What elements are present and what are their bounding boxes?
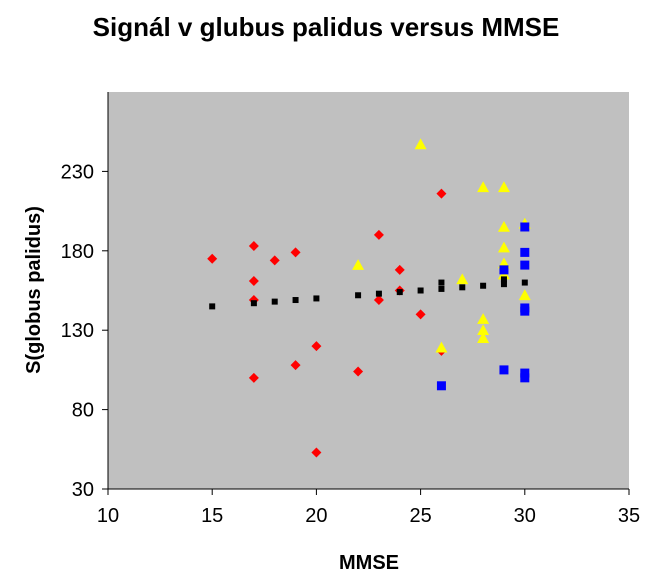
triangle-point [414, 138, 427, 150]
trend-point [209, 303, 216, 310]
data-points [207, 138, 531, 458]
axes [102, 92, 630, 495]
diamond-point [394, 264, 405, 275]
diamond-point [248, 241, 259, 252]
triangle-point [352, 259, 365, 270]
plot-area [108, 92, 629, 489]
square-point [499, 365, 509, 375]
diamond-point [311, 341, 322, 352]
chart-title: Signál v glubus palidus versus MMSE [93, 12, 560, 42]
diamond-point [353, 366, 364, 377]
diamond-point [311, 447, 322, 458]
y-tick-label: 180 [61, 241, 94, 263]
diamond-point [373, 229, 384, 240]
square-point [436, 381, 446, 391]
triangle-point [477, 324, 490, 335]
trend-point [438, 279, 445, 286]
triangle-point [497, 220, 510, 232]
x-tick-label: 10 [97, 505, 119, 527]
diamond-point [207, 253, 218, 264]
square-point [520, 222, 530, 232]
trend-point [480, 282, 487, 289]
y-axis-title: S(globus palidus) [23, 206, 45, 374]
x-tick-label: 20 [305, 505, 327, 527]
trend-point [459, 284, 466, 291]
triangle-point [456, 273, 469, 285]
trend-point [417, 287, 424, 294]
y-tick-label: 80 [72, 400, 94, 422]
x-tick-label: 15 [201, 505, 223, 527]
diamond-point [290, 247, 301, 258]
diamond-point [373, 295, 384, 306]
square-point [520, 247, 530, 257]
tick-labels: 10 15 20 25 30 35 30 80 130 180 230 [61, 161, 641, 527]
triangle-point [518, 289, 531, 301]
triangle-point [497, 241, 510, 253]
trend-point [313, 295, 320, 302]
trend-point [500, 276, 507, 283]
triangle-point [435, 341, 448, 353]
trend-point [521, 279, 528, 286]
square-point [520, 260, 530, 270]
y-tick-label: 30 [72, 479, 94, 501]
square-point [520, 368, 530, 378]
triangle-point [477, 332, 490, 343]
diamond-point [436, 188, 447, 199]
trend-point [500, 281, 507, 288]
diamond-point [248, 275, 259, 286]
diamond-point [269, 255, 280, 266]
trend-point [271, 298, 278, 305]
diamond-point [415, 309, 426, 320]
diamond-point [248, 372, 259, 383]
trend-point [375, 290, 382, 297]
trend-point [355, 292, 362, 299]
triangle-point [497, 181, 510, 193]
x-tick-label: 30 [514, 505, 536, 527]
square-point [520, 373, 530, 383]
trend-point [292, 297, 299, 304]
x-axis-title: MMSE [339, 552, 399, 574]
trend-point [396, 289, 403, 296]
square-point [520, 306, 530, 316]
square-point [499, 265, 509, 275]
x-tick-label: 25 [409, 505, 431, 527]
y-tick-label: 230 [61, 161, 94, 183]
triangle-point [477, 313, 490, 324]
trend-point [250, 300, 257, 307]
trend-point [438, 285, 445, 292]
diamond-point [290, 360, 301, 371]
y-tick-label: 130 [61, 320, 94, 342]
x-tick-label: 35 [618, 505, 640, 527]
triangle-point [477, 181, 490, 193]
